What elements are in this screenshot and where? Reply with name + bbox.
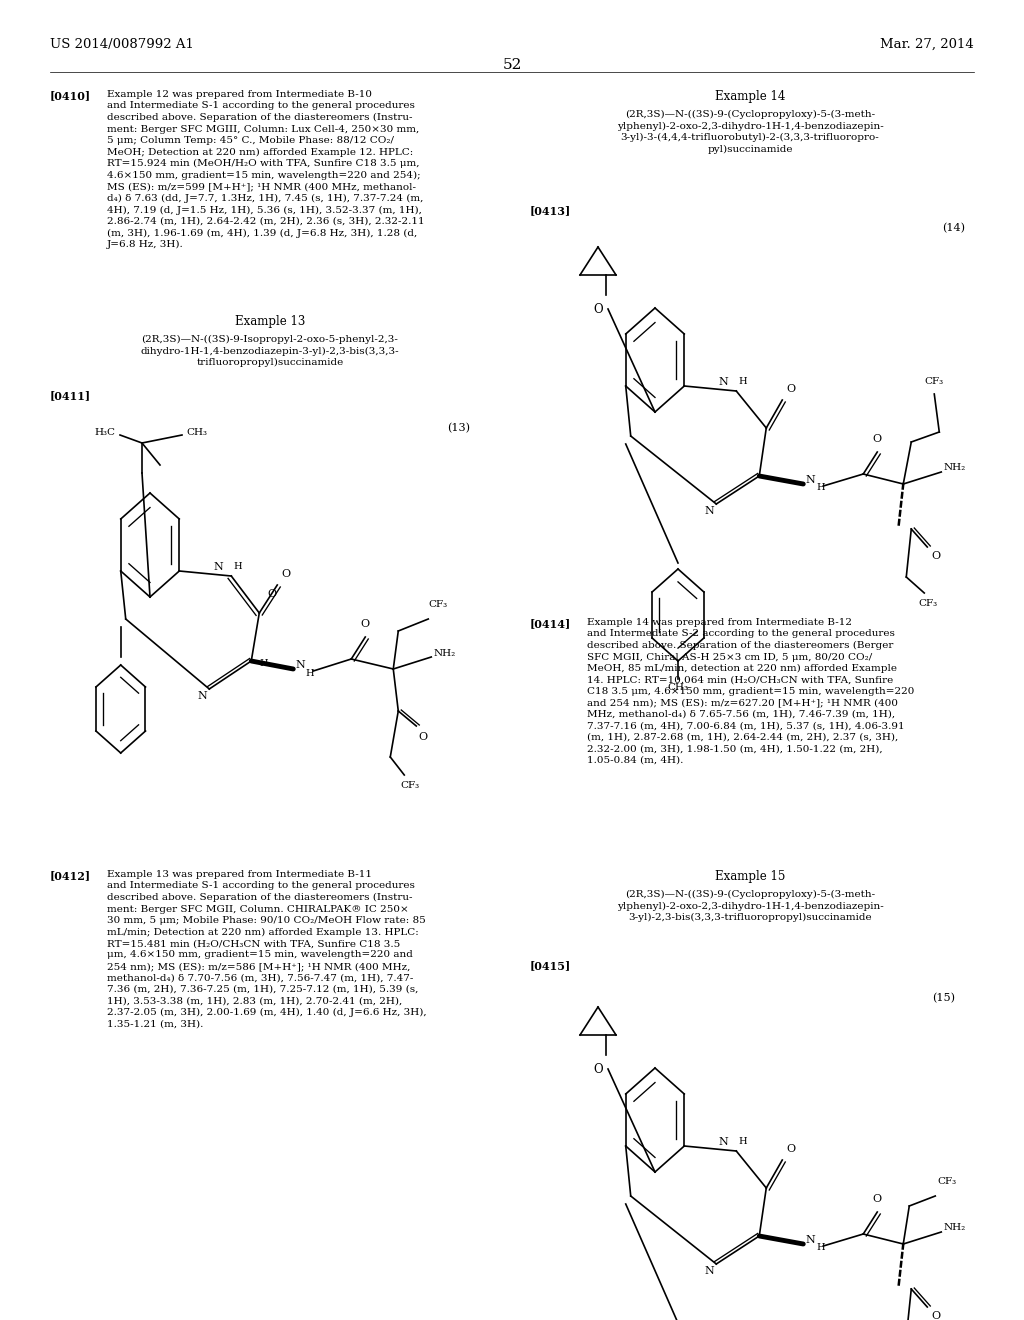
Text: (2R,3S)—N-((3S)-9-(Cyclopropyloxy)-5-(3-meth-
ylphenyl)-2-oxo-2,3-dihydro-1H-1,4: (2R,3S)—N-((3S)-9-(Cyclopropyloxy)-5-(3-… bbox=[616, 110, 884, 154]
Text: O: O bbox=[282, 569, 291, 579]
Text: Example 15: Example 15 bbox=[715, 870, 785, 883]
Text: H: H bbox=[738, 378, 746, 385]
Text: O: O bbox=[360, 619, 370, 630]
Text: O: O bbox=[931, 550, 940, 561]
Text: US 2014/0087992 A1: US 2014/0087992 A1 bbox=[50, 38, 194, 51]
Text: O: O bbox=[418, 733, 427, 742]
Text: CF₃: CF₃ bbox=[400, 781, 420, 789]
Text: NH₂: NH₂ bbox=[433, 648, 456, 657]
Text: O: O bbox=[593, 304, 603, 315]
Text: H: H bbox=[233, 562, 242, 572]
Text: CF₃: CF₃ bbox=[937, 1177, 956, 1185]
Text: H: H bbox=[738, 1137, 746, 1146]
Text: N: N bbox=[719, 1137, 728, 1147]
Text: N: N bbox=[805, 475, 815, 484]
Text: CH₃: CH₃ bbox=[186, 428, 207, 437]
Text: H: H bbox=[816, 483, 825, 492]
Text: NH₂: NH₂ bbox=[943, 1224, 966, 1233]
Text: (13): (13) bbox=[447, 422, 470, 433]
Text: (2R,3S)—N-((3S)-9-(Cyclopropyloxy)-5-(3-meth-
ylphenyl)-2-oxo-2,3-dihydro-1H-1,4: (2R,3S)—N-((3S)-9-(Cyclopropyloxy)-5-(3-… bbox=[616, 890, 884, 923]
Text: Example 13 was prepared from Intermediate B-11
and Intermediate S-1 according to: Example 13 was prepared from Intermediat… bbox=[106, 870, 427, 1028]
Text: Example 13: Example 13 bbox=[234, 315, 305, 327]
Text: O: O bbox=[593, 1063, 603, 1076]
Text: Mar. 27, 2014: Mar. 27, 2014 bbox=[881, 38, 974, 51]
Text: (2R,3S)—N-((3S)-9-Isopropyl-2-oxo-5-phenyl-2,3-
dihydro-1H-1,4-benzodiazepin-3-y: (2R,3S)—N-((3S)-9-Isopropyl-2-oxo-5-phen… bbox=[140, 335, 399, 367]
Text: O: O bbox=[786, 1144, 796, 1154]
Text: [0412]: [0412] bbox=[50, 870, 91, 880]
Text: N: N bbox=[719, 378, 728, 387]
Text: (15): (15) bbox=[932, 993, 955, 1003]
Text: N: N bbox=[705, 506, 715, 516]
Text: Example 12 was prepared from Intermediate B-10
and Intermediate S-1 according to: Example 12 was prepared from Intermediat… bbox=[106, 90, 425, 249]
Text: O: O bbox=[931, 1311, 940, 1320]
Text: Example 14 was prepared from Intermediate B-12
and Intermediate S-2 according to: Example 14 was prepared from Intermediat… bbox=[587, 618, 914, 764]
Text: O: O bbox=[267, 589, 276, 599]
Text: [0415]: [0415] bbox=[530, 960, 571, 972]
Text: [0413]: [0413] bbox=[530, 205, 571, 216]
Text: NH₂: NH₂ bbox=[943, 463, 966, 473]
Text: CF₃: CF₃ bbox=[925, 378, 944, 385]
Text: H: H bbox=[259, 659, 268, 668]
Text: N: N bbox=[705, 1266, 715, 1276]
Text: H₃C: H₃C bbox=[94, 428, 115, 437]
Text: CF₃: CF₃ bbox=[428, 601, 447, 609]
Text: [0414]: [0414] bbox=[530, 618, 571, 630]
Text: O: O bbox=[872, 434, 882, 444]
Text: N: N bbox=[214, 562, 223, 572]
Text: [0410]: [0410] bbox=[50, 90, 91, 102]
Text: [0411]: [0411] bbox=[50, 389, 91, 401]
Text: N: N bbox=[805, 1236, 815, 1245]
Text: CH₃: CH₃ bbox=[668, 682, 688, 692]
Text: H: H bbox=[816, 1243, 825, 1253]
Text: 52: 52 bbox=[503, 58, 521, 73]
Text: O: O bbox=[872, 1195, 882, 1204]
Text: Example 14: Example 14 bbox=[715, 90, 785, 103]
Text: O: O bbox=[786, 384, 796, 393]
Text: N: N bbox=[295, 660, 305, 671]
Text: CF₃: CF₃ bbox=[919, 599, 937, 609]
Text: H: H bbox=[305, 668, 314, 677]
Text: (14): (14) bbox=[942, 223, 965, 234]
Text: N: N bbox=[198, 690, 207, 701]
